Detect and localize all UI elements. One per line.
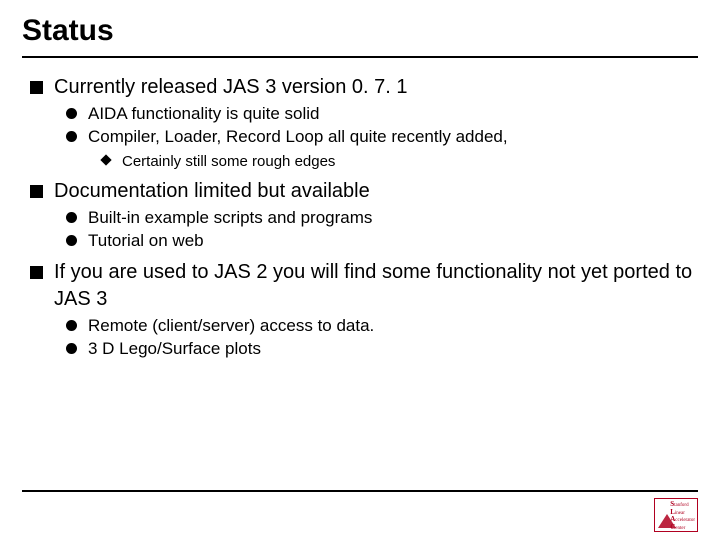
list-item-text: Currently released JAS 3 version 0. 7. 1	[54, 76, 408, 98]
list-item-text: Certainly still some rough edges	[122, 153, 335, 170]
list-item-text: If you are used to JAS 2 you will find s…	[54, 261, 692, 310]
list-item-text: Tutorial on web	[88, 231, 204, 250]
list-item-text: 3 D Lego/Surface plots	[88, 339, 261, 358]
bullet-list-lvl2: Built-in example scripts and programs Tu…	[54, 207, 698, 253]
slide-title: Status	[22, 14, 698, 54]
list-item-text: Compiler, Loader, Record Loop all quite …	[88, 127, 508, 146]
logo-line: Center	[670, 524, 695, 532]
bullet-list-lvl1: Currently released JAS 3 version 0. 7. 1…	[26, 74, 698, 361]
list-item: Currently released JAS 3 version 0. 7. 1…	[26, 74, 698, 172]
list-item-text: Remote (client/server) access to data.	[88, 316, 374, 335]
bullet-list-lvl2: AIDA functionality is quite solid Compil…	[54, 103, 698, 172]
list-item: Documentation limited but available Buil…	[26, 178, 698, 253]
footer-rule	[22, 490, 698, 492]
list-item: Tutorial on web	[64, 230, 698, 253]
list-item: Compiler, Loader, Record Loop all quite …	[64, 126, 698, 172]
list-item-text: Built-in example scripts and programs	[88, 208, 372, 227]
diamond-bullet-icon	[100, 154, 111, 165]
list-item: AIDA functionality is quite solid	[64, 103, 698, 126]
list-item: Remote (client/server) access to data.	[64, 315, 698, 338]
slac-logo: Stanford Linear Accelerator Center	[654, 498, 698, 532]
list-item: Built-in example scripts and programs	[64, 207, 698, 230]
list-item: If you are used to JAS 2 you will find s…	[26, 259, 698, 361]
list-item: 3 D Lego/Surface plots	[64, 338, 698, 361]
logo-text: Stanford Linear Accelerator Center	[670, 501, 695, 532]
slide-body: Currently released JAS 3 version 0. 7. 1…	[22, 58, 698, 361]
bullet-list-lvl2: Remote (client/server) access to data. 3…	[54, 315, 698, 361]
list-item-text: AIDA functionality is quite solid	[88, 104, 320, 123]
list-item: Certainly still some rough edges	[100, 151, 698, 172]
slide: Status Currently released JAS 3 version …	[0, 0, 720, 540]
list-item-text: Documentation limited but available	[54, 180, 370, 202]
bullet-list-lvl3: Certainly still some rough edges	[88, 151, 698, 172]
